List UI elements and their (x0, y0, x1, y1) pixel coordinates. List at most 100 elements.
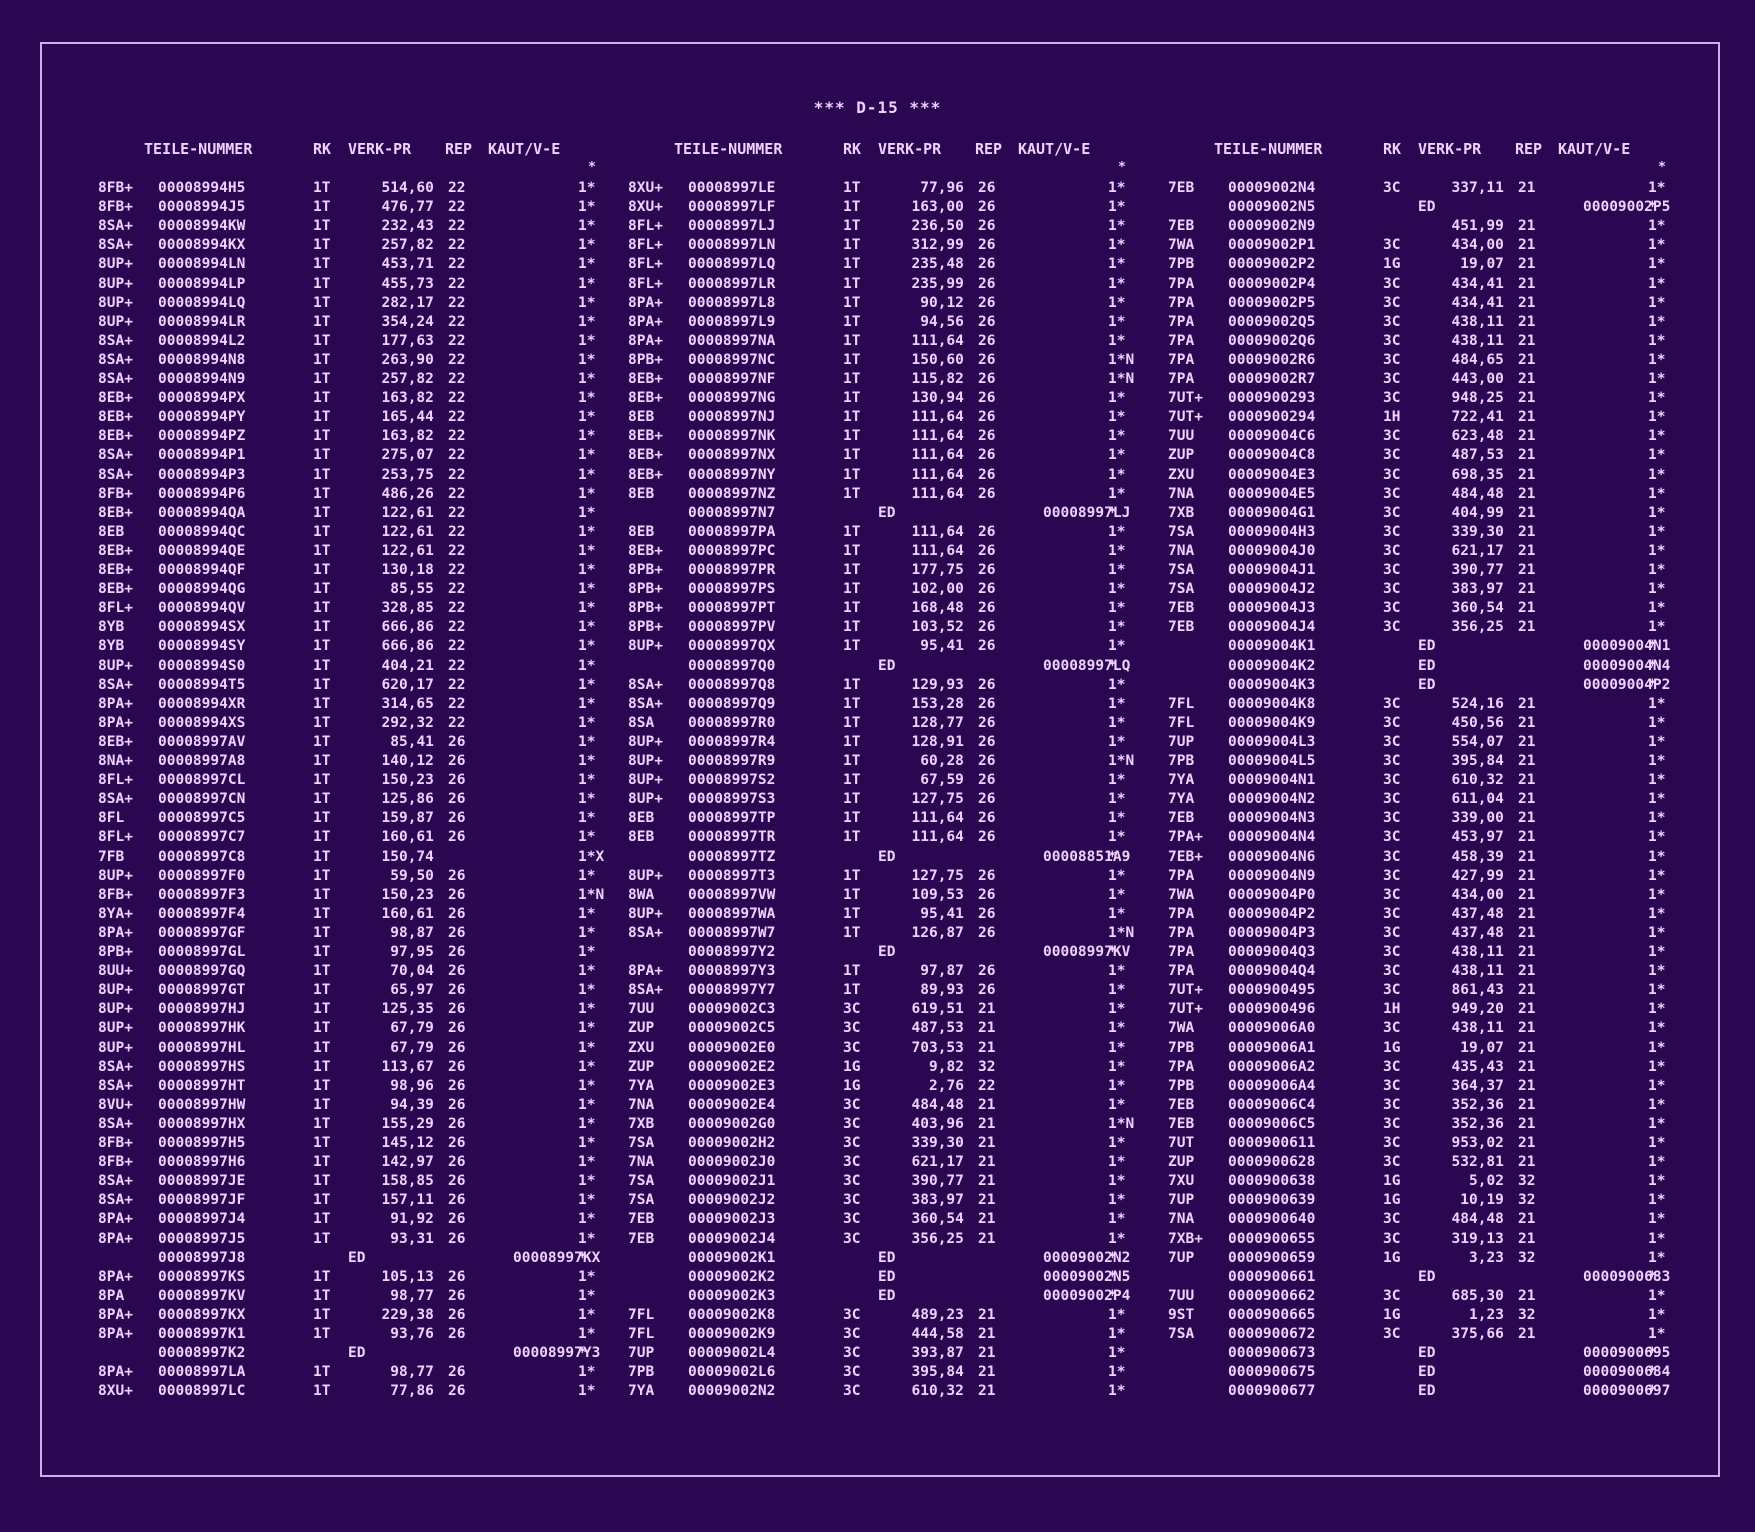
cell-price: 127,75 (911, 791, 964, 808)
cell-flag: 1* (1648, 791, 1666, 808)
cell-rep: 21 (978, 1306, 996, 1323)
cell-part-number: 00009004K3 (1228, 676, 1316, 693)
cell-part-number: 00009002N2 (688, 1383, 776, 1400)
cell-part-number: 00009006C5 (1228, 1115, 1316, 1132)
cell-rk: 3C (1383, 447, 1401, 464)
cell-price: 312,99 (911, 237, 964, 254)
cell-rep: 26 (978, 905, 996, 922)
cell-price: 393,87 (911, 1345, 964, 1362)
cell-flag: 1* (578, 1364, 596, 1381)
cell-part-number: 00008997C8 (158, 848, 246, 865)
cell-price: 458,39 (1451, 848, 1504, 865)
cell-part-number: 00009004L5 (1228, 753, 1316, 769)
cell-rep: 26 (978, 867, 996, 884)
cell-price: 3,23 (1469, 1249, 1504, 1266)
cell-rk: 3C (1383, 1135, 1401, 1151)
cell-part-number: 00009002Q6 (1228, 332, 1316, 349)
cell-part-number: 00008997F4 (158, 905, 246, 922)
cell-rep: 26 (448, 1001, 466, 1018)
cell-part-number: 00009004Q3 (1228, 944, 1316, 960)
cell-rk: 3C (1383, 733, 1401, 750)
cell-rk: 3C (1383, 237, 1401, 254)
cell-flag: 1* (1108, 1192, 1126, 1209)
cell-rk: 3C (843, 1154, 861, 1171)
cell-flag: 1*X (578, 848, 605, 865)
cell-part-number: 00008997LF (688, 199, 776, 216)
cell-flag: 1* (1648, 772, 1666, 789)
cell-prefix: 8EB+ (98, 504, 133, 521)
cell-rk: 1T (313, 1192, 331, 1209)
cell-rk: 1T (313, 313, 331, 330)
cell-prefix: 8UP+ (628, 772, 663, 789)
cell-flag: * (1648, 199, 1657, 216)
cell-part-number: 00009002L6 (688, 1364, 776, 1381)
cell-flag: * (578, 1249, 587, 1266)
cell-prefix: 8XU+ (98, 1383, 133, 1400)
cell-flag: 1* (578, 447, 596, 464)
cell-flag: 1* (578, 791, 596, 808)
cell-part-number: 00009002J0 (688, 1154, 776, 1171)
cell-rk: 1H (1383, 409, 1401, 426)
cell-rk: 1T (313, 695, 331, 712)
cell-part-number: 00008997F0 (158, 867, 246, 884)
cell-flag: 1* (1648, 371, 1666, 387)
cell-flag: 1* (1648, 1096, 1666, 1113)
cell-rep: 21 (1518, 772, 1536, 789)
cell-rep: 26 (978, 791, 996, 808)
cell-rk: 1T (313, 428, 331, 445)
cell-price: 404,99 (1451, 504, 1504, 521)
header-kaut: KAUT/V-E (1018, 140, 1091, 158)
cell-rep: 21 (1518, 1039, 1536, 1056)
cell-rep: 26 (978, 676, 996, 693)
cell-flag: * (1108, 848, 1117, 865)
cell-price: 666,86 (381, 638, 434, 655)
cell-rk: 1T (313, 1001, 331, 1018)
cell-part-number: 00009004N9 (1228, 867, 1316, 884)
cell-flag: 1* (578, 371, 596, 387)
cell-rk: 1T (843, 772, 861, 789)
cell-part-number: 00008997H5 (158, 1135, 246, 1151)
cell-flag: 1* (1648, 733, 1666, 750)
cell-rep: 26 (978, 562, 996, 578)
cell-price: 97,95 (390, 944, 434, 960)
cell-rk: 1T (843, 791, 861, 808)
cell-part-number: 00009004N2 (1228, 791, 1316, 808)
cell-part-number: 00008997GQ (158, 963, 246, 980)
cell-prefix: 7SA (628, 1173, 655, 1190)
cell-prefix: 7EB (1168, 218, 1195, 235)
cell-rk: 1T (313, 332, 331, 349)
cell-prefix: 7PA (1168, 275, 1195, 292)
cell-prefix: 8UP+ (98, 657, 133, 674)
cell-rep: 21 (978, 1364, 996, 1381)
cell-part-number: 00008997NG (688, 390, 776, 407)
cell-part-number: 00008997TR (688, 829, 776, 846)
cell-kaut: 00008997LJ (1043, 504, 1131, 521)
cell-rk: 1T (843, 371, 861, 387)
cell-rep: 26 (978, 466, 996, 483)
cell-prefix: 8EB+ (98, 428, 133, 445)
cell-rk: 3C (1383, 562, 1401, 578)
cell-prefix: 7YA (1168, 772, 1195, 789)
cell-rep: 22 (448, 275, 466, 292)
cell-flag: * (1648, 1364, 1657, 1381)
cell-prefix: 8SA+ (628, 695, 663, 712)
cell-prefix: 8EB (628, 523, 655, 540)
cell-rep: 21 (978, 1211, 996, 1228)
cell-prefix: 7XB (1168, 504, 1195, 521)
cell-part-number: 00008997NC (688, 351, 776, 368)
cell-flag: 1* (1648, 485, 1666, 502)
cell-rk: 3C (843, 1345, 861, 1362)
cell-part-number: 0000900294 (1228, 409, 1316, 426)
cell-rk: 1T (313, 1135, 331, 1151)
cell-part-number: 00008997PT (688, 600, 776, 617)
cell-prefix: 8SA+ (98, 218, 133, 235)
cell-prefix: 7NA (1168, 485, 1195, 502)
cell-rk: 1T (843, 982, 861, 999)
cell-part-number: 0000900496 (1228, 1001, 1316, 1018)
cell-price: 60,28 (920, 753, 964, 769)
cell-rk: 3C (1383, 542, 1401, 559)
cell-part-number: 00009004K9 (1228, 714, 1316, 731)
cell-part-number: 00008997KS (158, 1268, 246, 1285)
cell-prefix: 8UP+ (98, 1039, 133, 1056)
cell-flag: 1* (578, 1058, 596, 1075)
